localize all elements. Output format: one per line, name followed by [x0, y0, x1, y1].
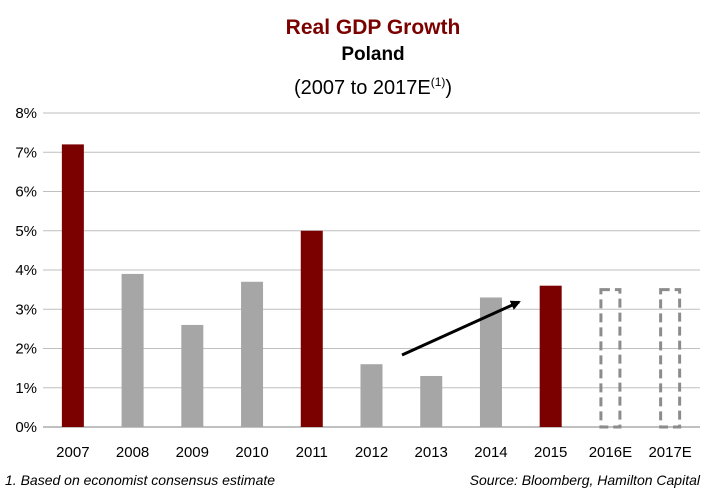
x-tick-label: 2011 [296, 444, 328, 461]
y-tick-label: 4% [15, 262, 37, 279]
range-close: ) [445, 77, 453, 99]
x-tick-label: 2008 [116, 444, 149, 461]
bar [121, 273, 144, 427]
y-tick-label: 6% [15, 184, 37, 201]
x-tick-label: 2017E [648, 444, 691, 461]
source-note: Source: Bloomberg, Hamilton Capital [469, 472, 700, 488]
x-tick-label: 2007 [56, 444, 89, 461]
bar-estimate [599, 288, 622, 429]
y-axis-ticks: 0% 1% 2% 3% 4% 5% 6% 7% 8% [15, 105, 37, 436]
x-tick-label: 2010 [235, 444, 268, 461]
x-tick-label: 2016E [589, 444, 632, 461]
y-tick-label: 7% [15, 144, 37, 161]
bar [181, 324, 204, 427]
trend-arrow [401, 300, 521, 357]
chart-subtitle: Poland [341, 44, 405, 65]
x-tick-label: 2013 [415, 444, 448, 461]
y-tick-label: 3% [15, 301, 37, 318]
x-tick-label: 2015 [534, 444, 567, 461]
chart-title: Real GDP Growth [285, 16, 461, 39]
range-footnote-marker: (1) [430, 75, 446, 89]
bar [479, 297, 502, 427]
chart-range-label: (2007 to 2017E(1)) [0, 68, 712, 102]
y-tick-label: 1% [15, 380, 37, 397]
y-tick-label: 2% [15, 341, 37, 358]
y-tick-label: 0% [15, 419, 37, 436]
bars [61, 144, 682, 429]
x-axis-ticks: 2007 2008 2009 2010 2011 2012 2013 2014 2015 2016… [56, 444, 692, 461]
footnote: 1. Based on economist consensus estimate [5, 472, 276, 488]
bar [420, 375, 443, 427]
bar [61, 144, 84, 427]
y-tick-label: 8% [15, 105, 37, 122]
x-tick-label: 2009 [176, 444, 209, 461]
range-text: (2007 to 2017E [293, 77, 431, 99]
y-tick-label: 5% [15, 223, 37, 240]
bar [539, 285, 562, 427]
bar [360, 364, 383, 427]
x-tick-label: 2014 [474, 444, 507, 461]
bar [241, 281, 264, 427]
x-tick-label: 2012 [355, 444, 388, 461]
bar [300, 230, 323, 427]
bar-estimate [659, 288, 682, 429]
chart-title-block: Real GDP Growth Poland (2007 to 2017E(1)… [0, 14, 712, 102]
